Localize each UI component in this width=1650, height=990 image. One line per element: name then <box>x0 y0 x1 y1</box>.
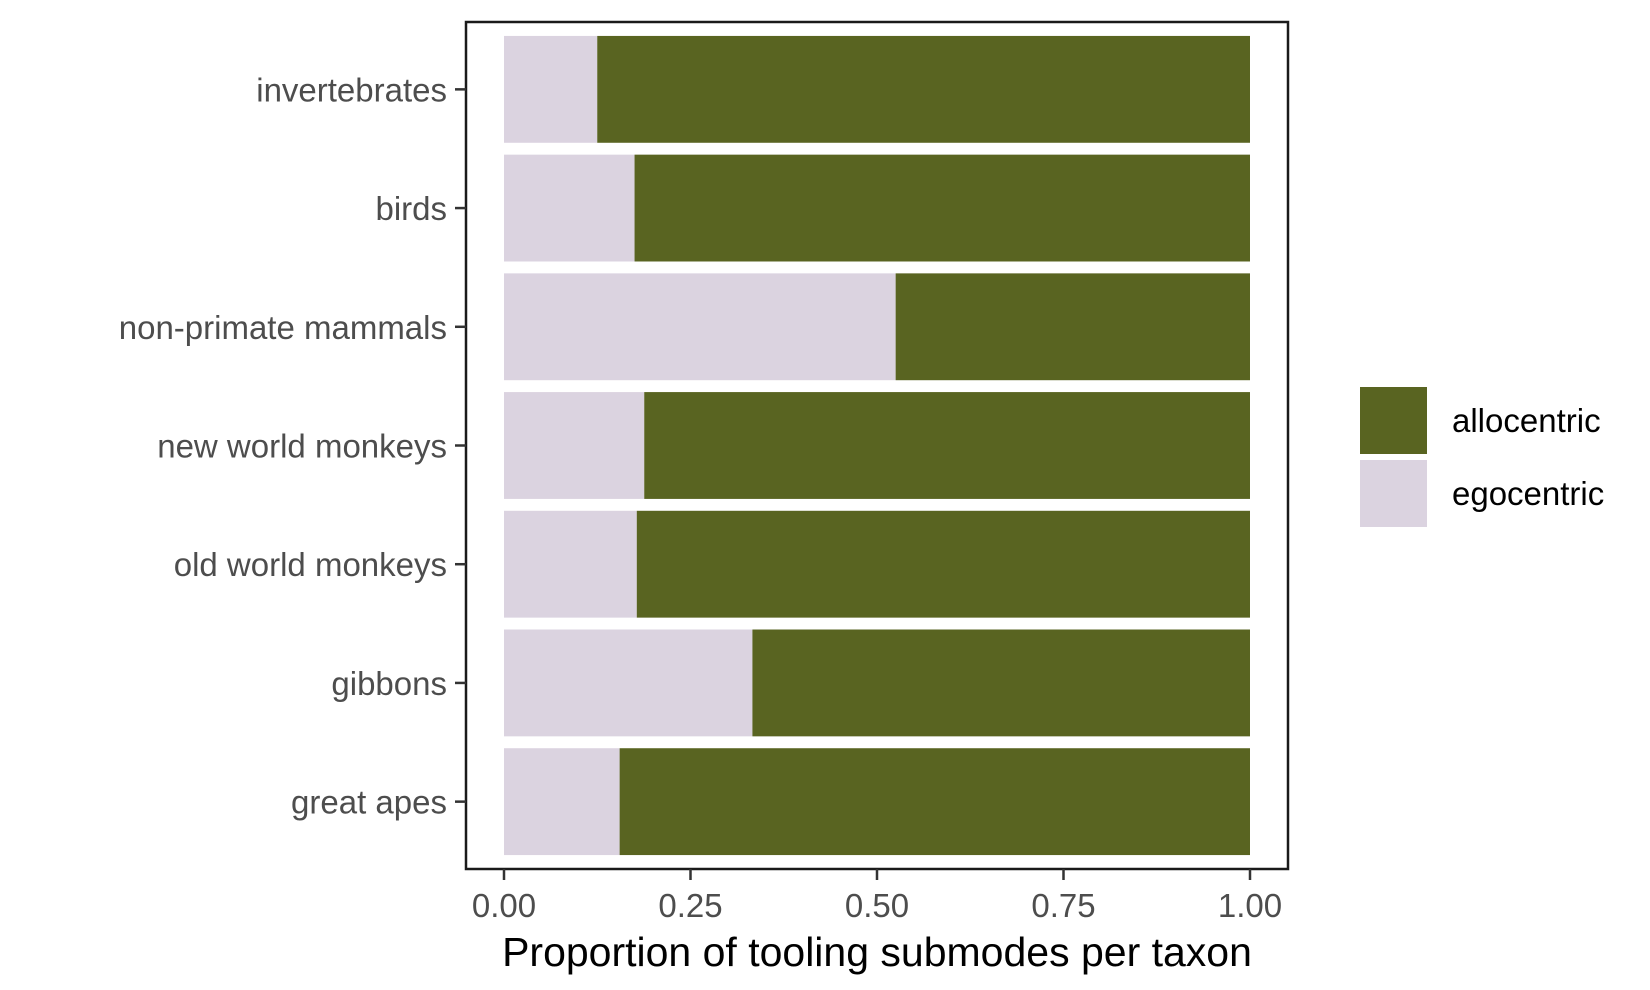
bar-allocentric-6 <box>619 748 1250 856</box>
legend-key-allocentric <box>1360 387 1427 454</box>
bar-egocentric-1 <box>504 154 635 262</box>
y-tick-label-1: birds <box>375 190 447 227</box>
bar-egocentric-6 <box>504 748 620 856</box>
legend-label-allocentric: allocentric <box>1452 402 1601 439</box>
bar-egocentric-4 <box>504 510 637 618</box>
x-tick-label-1: 0.25 <box>658 887 722 924</box>
bar-allocentric-2 <box>895 273 1250 381</box>
x-tick-label-2: 0.50 <box>845 887 909 924</box>
x-tick-label-3: 0.75 <box>1031 887 1095 924</box>
bar-egocentric-3 <box>504 392 645 499</box>
y-tick-label-6: great apes <box>291 784 447 821</box>
bars-layer <box>504 35 1250 856</box>
y-tick-label-2: non-primate mammals <box>119 309 447 346</box>
y-tick-label-3: new world monkeys <box>157 428 447 465</box>
x-tick-label-4: 1.00 <box>1218 887 1282 924</box>
bar-egocentric-0 <box>504 35 598 143</box>
bar-allocentric-0 <box>597 35 1250 143</box>
bar-egocentric-5 <box>504 629 753 737</box>
bar-allocentric-4 <box>636 510 1250 618</box>
bar-allocentric-3 <box>644 392 1250 499</box>
x-axis: 0.00 0.25 0.50 0.75 1.00 <box>472 869 1282 924</box>
y-tick-label-4: old world monkeys <box>174 546 447 583</box>
bar-allocentric-5 <box>752 629 1250 737</box>
y-tick-label-0: invertebrates <box>256 71 447 108</box>
legend: allocentric egocentric <box>1360 387 1604 527</box>
legend-key-egocentric <box>1360 460 1427 527</box>
bar-allocentric-1 <box>634 154 1250 262</box>
y-axis: invertebrates birds non-primate mammals new… <box>119 71 466 821</box>
y-tick-label-5: gibbons <box>331 665 447 702</box>
legend-label-egocentric: egocentric <box>1452 475 1604 512</box>
bar-egocentric-2 <box>504 273 896 381</box>
x-axis-title: Proportion of tooling submodes per taxon <box>502 929 1252 975</box>
x-tick-label-0: 0.00 <box>472 887 536 924</box>
